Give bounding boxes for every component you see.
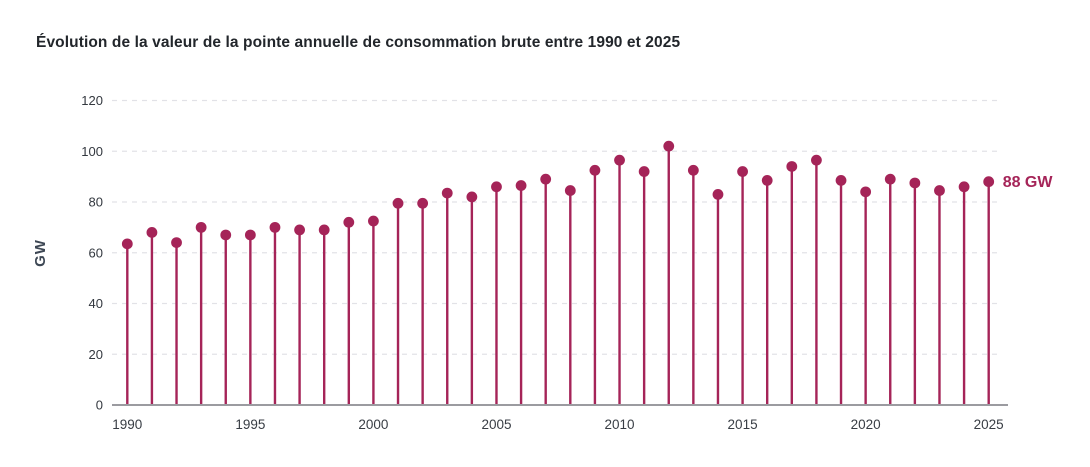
x-tick-label-1990: 1990: [112, 417, 142, 432]
data-point-2014[interactable]: [712, 188, 724, 200]
data-point-1997[interactable]: [294, 224, 305, 236]
data-point-2007[interactable]: [540, 173, 552, 185]
data-point-2025[interactable]: [983, 176, 995, 188]
data-point-2024[interactable]: [958, 181, 970, 193]
data-point-2020[interactable]: [860, 186, 872, 198]
data-point-2016[interactable]: [761, 175, 773, 186]
chart-title: Évolution de la valeur de la pointe annu…: [36, 34, 681, 51]
peak-value-annotation: 88 GW: [1003, 174, 1054, 191]
y-tick-label-20: 20: [89, 347, 103, 362]
data-point-2008[interactable]: [564, 185, 576, 196]
data-point-2022[interactable]: [909, 177, 921, 189]
x-tick-label-2015: 2015: [728, 417, 758, 432]
x-tick-label-2010: 2010: [605, 417, 635, 432]
data-point-2015[interactable]: [737, 166, 748, 177]
y-tick-label-120: 120: [81, 93, 103, 108]
data-point-2011[interactable]: [638, 166, 650, 177]
y-tick-label-100: 100: [81, 144, 103, 159]
x-tick-label-2000: 2000: [358, 417, 388, 432]
data-point-2013[interactable]: [687, 164, 699, 176]
data-point-1990[interactable]: [121, 238, 133, 250]
x-tick-label-2020: 2020: [851, 417, 881, 432]
data-point-1995[interactable]: [244, 229, 256, 241]
x-tick-label-2005: 2005: [481, 417, 511, 432]
data-point-2009[interactable]: [589, 164, 601, 176]
x-tick-label-2025: 2025: [974, 417, 1004, 432]
data-point-1994[interactable]: [220, 229, 232, 241]
y-tick-label-40: 40: [89, 296, 103, 311]
data-point-1991[interactable]: [146, 227, 158, 238]
x-tick-label-1995: 1995: [235, 417, 265, 432]
data-point-2002[interactable]: [417, 197, 429, 209]
data-point-1998[interactable]: [318, 224, 330, 236]
data-point-2003[interactable]: [441, 187, 453, 199]
data-point-2000[interactable]: [368, 215, 379, 227]
data-point-2023[interactable]: [934, 185, 945, 196]
data-point-1993[interactable]: [195, 221, 207, 233]
y-tick-label-80: 80: [89, 195, 103, 210]
y-tick-label-60: 60: [89, 245, 103, 260]
data-point-2005[interactable]: [491, 181, 502, 193]
data-point-2004[interactable]: [466, 191, 478, 203]
data-point-1992[interactable]: [171, 237, 182, 249]
data-point-2001[interactable]: [392, 197, 404, 209]
data-point-1999[interactable]: [343, 216, 355, 228]
data-point-2012[interactable]: [663, 140, 675, 152]
y-axis-unit-label: GW: [32, 239, 49, 267]
data-point-2017[interactable]: [786, 161, 798, 172]
data-point-1996[interactable]: [269, 221, 281, 233]
data-point-2006[interactable]: [515, 180, 527, 191]
data-point-2019[interactable]: [835, 175, 847, 186]
data-point-2018[interactable]: [811, 154, 822, 166]
data-point-2010[interactable]: [614, 154, 625, 166]
data-point-2021[interactable]: [884, 173, 896, 185]
y-tick-label-0: 0: [96, 398, 103, 413]
